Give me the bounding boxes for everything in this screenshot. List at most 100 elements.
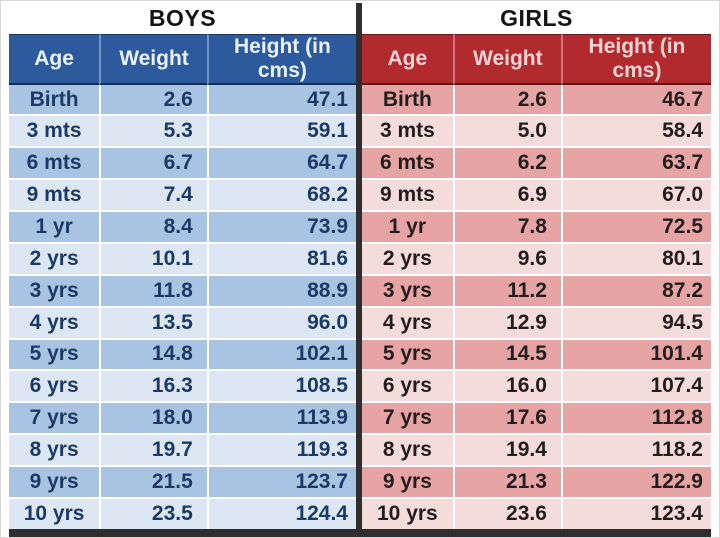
height-cell: 67.0	[560, 178, 711, 211]
weight-cell: 13.5	[99, 305, 207, 338]
height-cell: 102.1	[206, 337, 356, 370]
height-cell: 63.7	[560, 146, 711, 179]
height-cell: 73.9	[206, 210, 356, 242]
header-row: Age Weight Height (in cms)	[9, 34, 356, 85]
table-row: 5 yrs 14.5 101.4	[362, 337, 711, 370]
girls-table: Age Weight Height (in cms) Birth 2.6 46.7 3…	[362, 34, 711, 529]
table-row: 6 yrs 16.0 107.4	[362, 369, 711, 402]
girls-header-age: Age	[362, 34, 453, 85]
age-cell: 5 yrs	[362, 337, 453, 370]
age-cell: 2 yrs	[9, 241, 100, 274]
girls-header-weight: Weight	[452, 34, 561, 85]
age-cell: 9 mts	[362, 178, 453, 211]
boys-table-section: BOYS Age Weight Height (in cms) Birth 2.6…	[9, 3, 356, 529]
weight-cell: 5.0	[452, 114, 561, 147]
age-cell: 3 yrs	[9, 273, 100, 306]
height-cell: 122.9	[560, 465, 711, 497]
height-cell: 80.1	[560, 241, 711, 274]
table-row: 1 yr 8.4 73.9	[9, 210, 356, 242]
age-cell: 1 yr	[9, 210, 100, 242]
weight-cell: 23.6	[452, 496, 561, 529]
table-row: 3 mts 5.3 59.1	[9, 114, 356, 147]
height-cell: 47.1	[206, 85, 356, 115]
height-cell: 58.4	[560, 114, 711, 147]
weight-cell: 17.6	[452, 401, 561, 434]
weight-cell: 6.7	[99, 146, 207, 179]
age-cell: 9 mts	[9, 178, 100, 211]
weight-cell: 2.6	[452, 85, 561, 115]
boys-table-body: Birth 2.6 47.1 3 mts 5.3 59.1 6 mts 6.7 64.7 9 mt…	[9, 85, 356, 529]
height-cell: 46.7	[560, 85, 711, 115]
weight-cell: 14.5	[452, 337, 561, 370]
table-row: 7 yrs 17.6 112.8	[362, 401, 711, 434]
weight-cell: 16.3	[99, 369, 207, 402]
height-cell: 87.2	[560, 273, 711, 306]
age-cell: 6 mts	[362, 146, 453, 179]
weight-cell: 5.3	[99, 114, 207, 147]
height-cell: 64.7	[206, 146, 356, 179]
table-row: 6 mts 6.7 64.7	[9, 146, 356, 179]
boys-table-header: Age Weight Height (in cms)	[9, 34, 356, 85]
table-row: 7 yrs 18.0 113.9	[9, 401, 356, 434]
age-cell: 5 yrs	[9, 337, 100, 370]
age-cell: 6 yrs	[362, 369, 453, 402]
weight-cell: 9.6	[452, 241, 561, 274]
table-row: 5 yrs 14.8 102.1	[9, 337, 356, 370]
height-cell: 101.4	[560, 337, 711, 370]
weight-cell: 8.4	[99, 210, 207, 242]
boys-header-weight: Weight	[99, 34, 207, 85]
table-row: 8 yrs 19.4 118.2	[362, 433, 711, 466]
content-area: BOYS Age Weight Height (in cms) Birth 2.6…	[9, 3, 711, 537]
age-cell: 10 yrs	[362, 496, 453, 529]
age-cell: 4 yrs	[362, 305, 453, 338]
height-cell: 94.5	[560, 305, 711, 338]
table-row: 1 yr 7.8 72.5	[362, 210, 711, 242]
weight-cell: 7.4	[99, 178, 207, 211]
height-cell: 124.4	[206, 496, 356, 529]
weight-cell: 23.5	[99, 496, 207, 529]
table-row: 6 yrs 16.3 108.5	[9, 369, 356, 402]
table-row: 9 yrs 21.5 123.7	[9, 465, 356, 497]
height-cell: 118.2	[560, 433, 711, 466]
table-row: 3 yrs 11.2 87.2	[362, 273, 711, 306]
table-row: 10 yrs 23.6 123.4	[362, 496, 711, 529]
height-cell: 113.9	[206, 401, 356, 434]
weight-cell: 21.5	[99, 465, 207, 497]
age-cell: 8 yrs	[9, 433, 100, 466]
height-cell: 68.2	[206, 178, 356, 211]
table-row: 2 yrs 9.6 80.1	[362, 241, 711, 274]
weight-cell: 7.8	[452, 210, 561, 242]
girls-table-body: Birth 2.6 46.7 3 mts 5.0 58.4 6 mts 6.2 63.7 9 mt…	[362, 85, 711, 529]
weight-cell: 19.4	[452, 433, 561, 466]
height-cell: 96.0	[206, 305, 356, 338]
vertical-divider	[356, 3, 362, 529]
age-cell: 7 yrs	[9, 401, 100, 434]
height-cell: 72.5	[560, 210, 711, 242]
girls-header-height: Height (in cms)	[560, 34, 711, 85]
weight-cell: 11.2	[452, 273, 561, 306]
table-row: 6 mts 6.2 63.7	[362, 146, 711, 179]
table-row: 10 yrs 23.5 124.4	[9, 496, 356, 529]
age-cell: 3 mts	[362, 114, 453, 147]
age-cell: Birth	[9, 85, 100, 115]
age-cell: Birth	[362, 85, 453, 115]
height-cell: 108.5	[206, 369, 356, 402]
height-cell: 81.6	[206, 241, 356, 274]
tables-row: BOYS Age Weight Height (in cms) Birth 2.6…	[9, 3, 711, 529]
weight-cell: 10.1	[99, 241, 207, 274]
bottom-border-bar	[9, 529, 711, 537]
boys-header-height: Height (in cms)	[206, 34, 356, 85]
table-row: 4 yrs 13.5 96.0	[9, 305, 356, 338]
table-row: Birth 2.6 46.7	[362, 85, 711, 115]
age-cell: 7 yrs	[362, 401, 453, 434]
age-cell: 2 yrs	[362, 241, 453, 274]
height-cell: 107.4	[560, 369, 711, 402]
table-row: 8 yrs 19.7 119.3	[9, 433, 356, 466]
height-cell: 123.4	[560, 496, 711, 529]
age-cell: 4 yrs	[9, 305, 100, 338]
girls-table-title: GIRLS	[500, 5, 573, 31]
table-row: 3 mts 5.0 58.4	[362, 114, 711, 147]
age-cell: 6 yrs	[9, 369, 100, 402]
table-row: 2 yrs 10.1 81.6	[9, 241, 356, 274]
boys-table: Age Weight Height (in cms) Birth 2.6 47.1 3…	[9, 34, 356, 529]
